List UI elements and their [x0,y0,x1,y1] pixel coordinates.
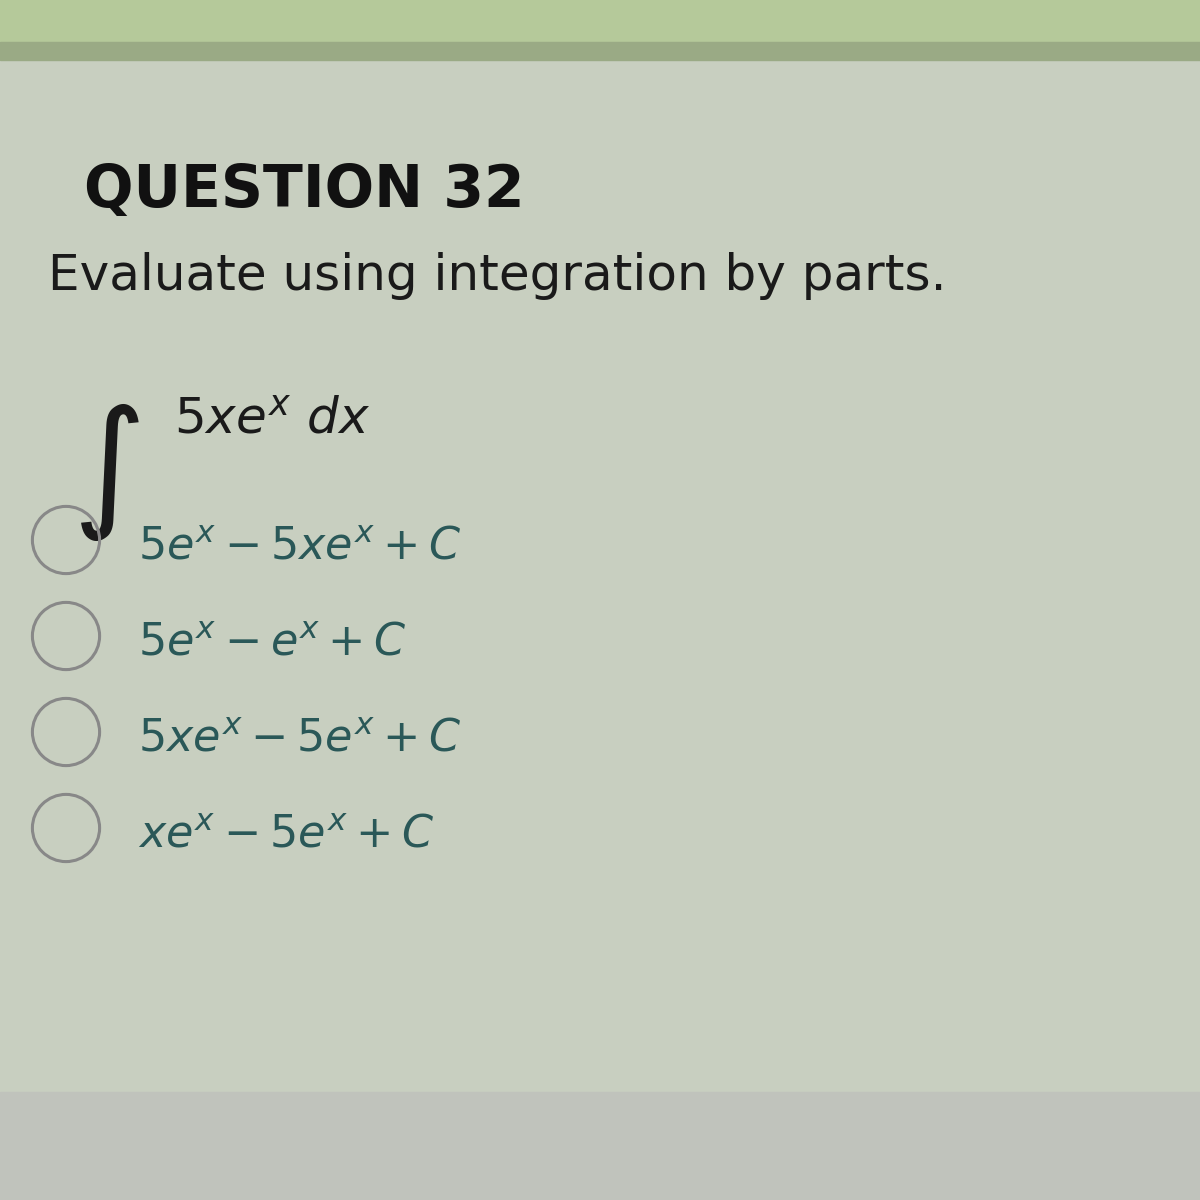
Text: QUESTION 32: QUESTION 32 [84,162,524,218]
Text: Evaluate using integration by parts.: Evaluate using integration by parts. [48,252,947,300]
Text: $5e^x - 5xe^x + C$: $5e^x - 5xe^x + C$ [138,524,461,568]
Text: $5xe^x - 5e^x + C$: $5xe^x - 5e^x + C$ [138,716,461,760]
Text: $5e^x - e^x + C$: $5e^x - e^x + C$ [138,620,407,664]
Text: $xe^x - 5e^x + C$: $xe^x - 5e^x + C$ [138,812,434,856]
Text: $\mathit{5xe^x}$$\ dx$: $\mathit{5xe^x}$$\ dx$ [174,396,371,444]
Text: $\int$: $\int$ [72,402,139,544]
